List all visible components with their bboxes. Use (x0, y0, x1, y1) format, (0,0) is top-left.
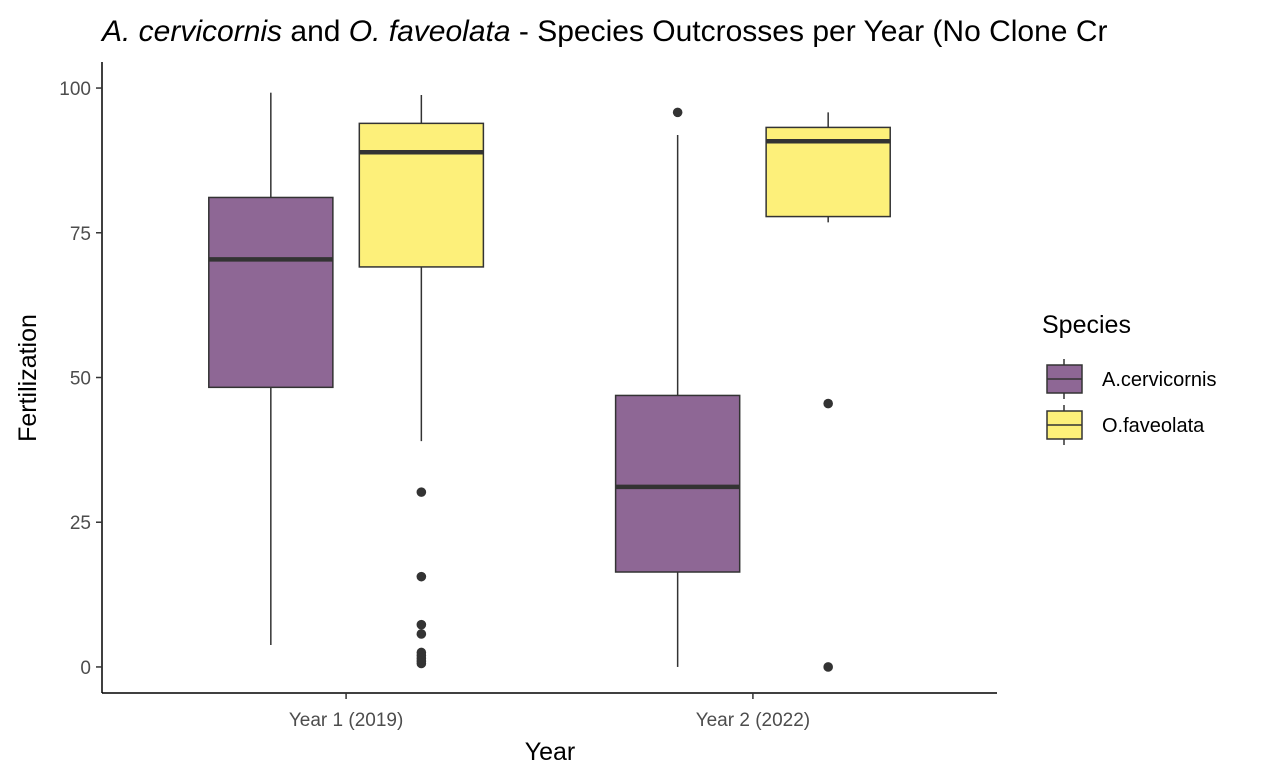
box-body (614, 394, 741, 573)
x-tick-label: Year 1 (2019) (289, 710, 403, 731)
legend-label: O.faveolata (1102, 415, 1205, 437)
legend-item-a-cervicornis: A.cervicornis (1046, 359, 1216, 399)
outlier-point (416, 629, 427, 639)
x-axis-title: Year (525, 738, 576, 766)
outlier-point (416, 658, 427, 669)
box-body (208, 196, 334, 389)
box-body (358, 122, 485, 268)
y-tick-label: 75 (70, 224, 91, 245)
y-tick-label: 50 (70, 369, 91, 390)
box-o-faveolata-year-1-2019 (358, 94, 485, 669)
y-axis-ticks: 0 25 50 75 100 (59, 79, 102, 679)
y-axis-title: Fertilization (14, 314, 42, 442)
legend: Species A.cervicornis O.faveolata (1042, 311, 1216, 445)
plot-area (208, 92, 891, 672)
title-part-3: - Species Outcrosses per Year (No Clone … (511, 15, 1108, 48)
legend-item-o-faveolata: O.faveolata (1046, 405, 1205, 445)
x-axis-ticks: Year 1 (2019) Year 2 (2022) (289, 693, 810, 731)
legend-label: A.cervicornis (1102, 369, 1216, 391)
y-tick-label: 0 (80, 658, 91, 679)
outlier-point (823, 662, 833, 672)
chart-title: A. cervicornis and O. faveolata - Specie… (100, 15, 1107, 48)
outlier-point (416, 487, 427, 497)
y-tick-label: 25 (70, 513, 91, 534)
outlier-point (416, 619, 427, 630)
legend-items: A.cervicornis O.faveolata (1046, 359, 1216, 445)
title-part-0: A. cervicornis (100, 15, 282, 48)
legend-title: Species (1042, 311, 1131, 339)
outlier-point (672, 107, 683, 118)
outlier-point (416, 571, 427, 582)
outlier-point (823, 398, 833, 409)
box-a-cervicornis-year-1-2019 (208, 92, 334, 645)
y-tick-label: 100 (59, 79, 91, 100)
box-o-faveolata-year-2-2022 (765, 112, 891, 672)
title-part-2: O. faveolata (349, 15, 511, 48)
title-part-1: and (282, 15, 349, 48)
x-tick-label: Year 2 (2022) (696, 710, 810, 731)
box-a-cervicornis-year-2-2022 (614, 107, 741, 667)
